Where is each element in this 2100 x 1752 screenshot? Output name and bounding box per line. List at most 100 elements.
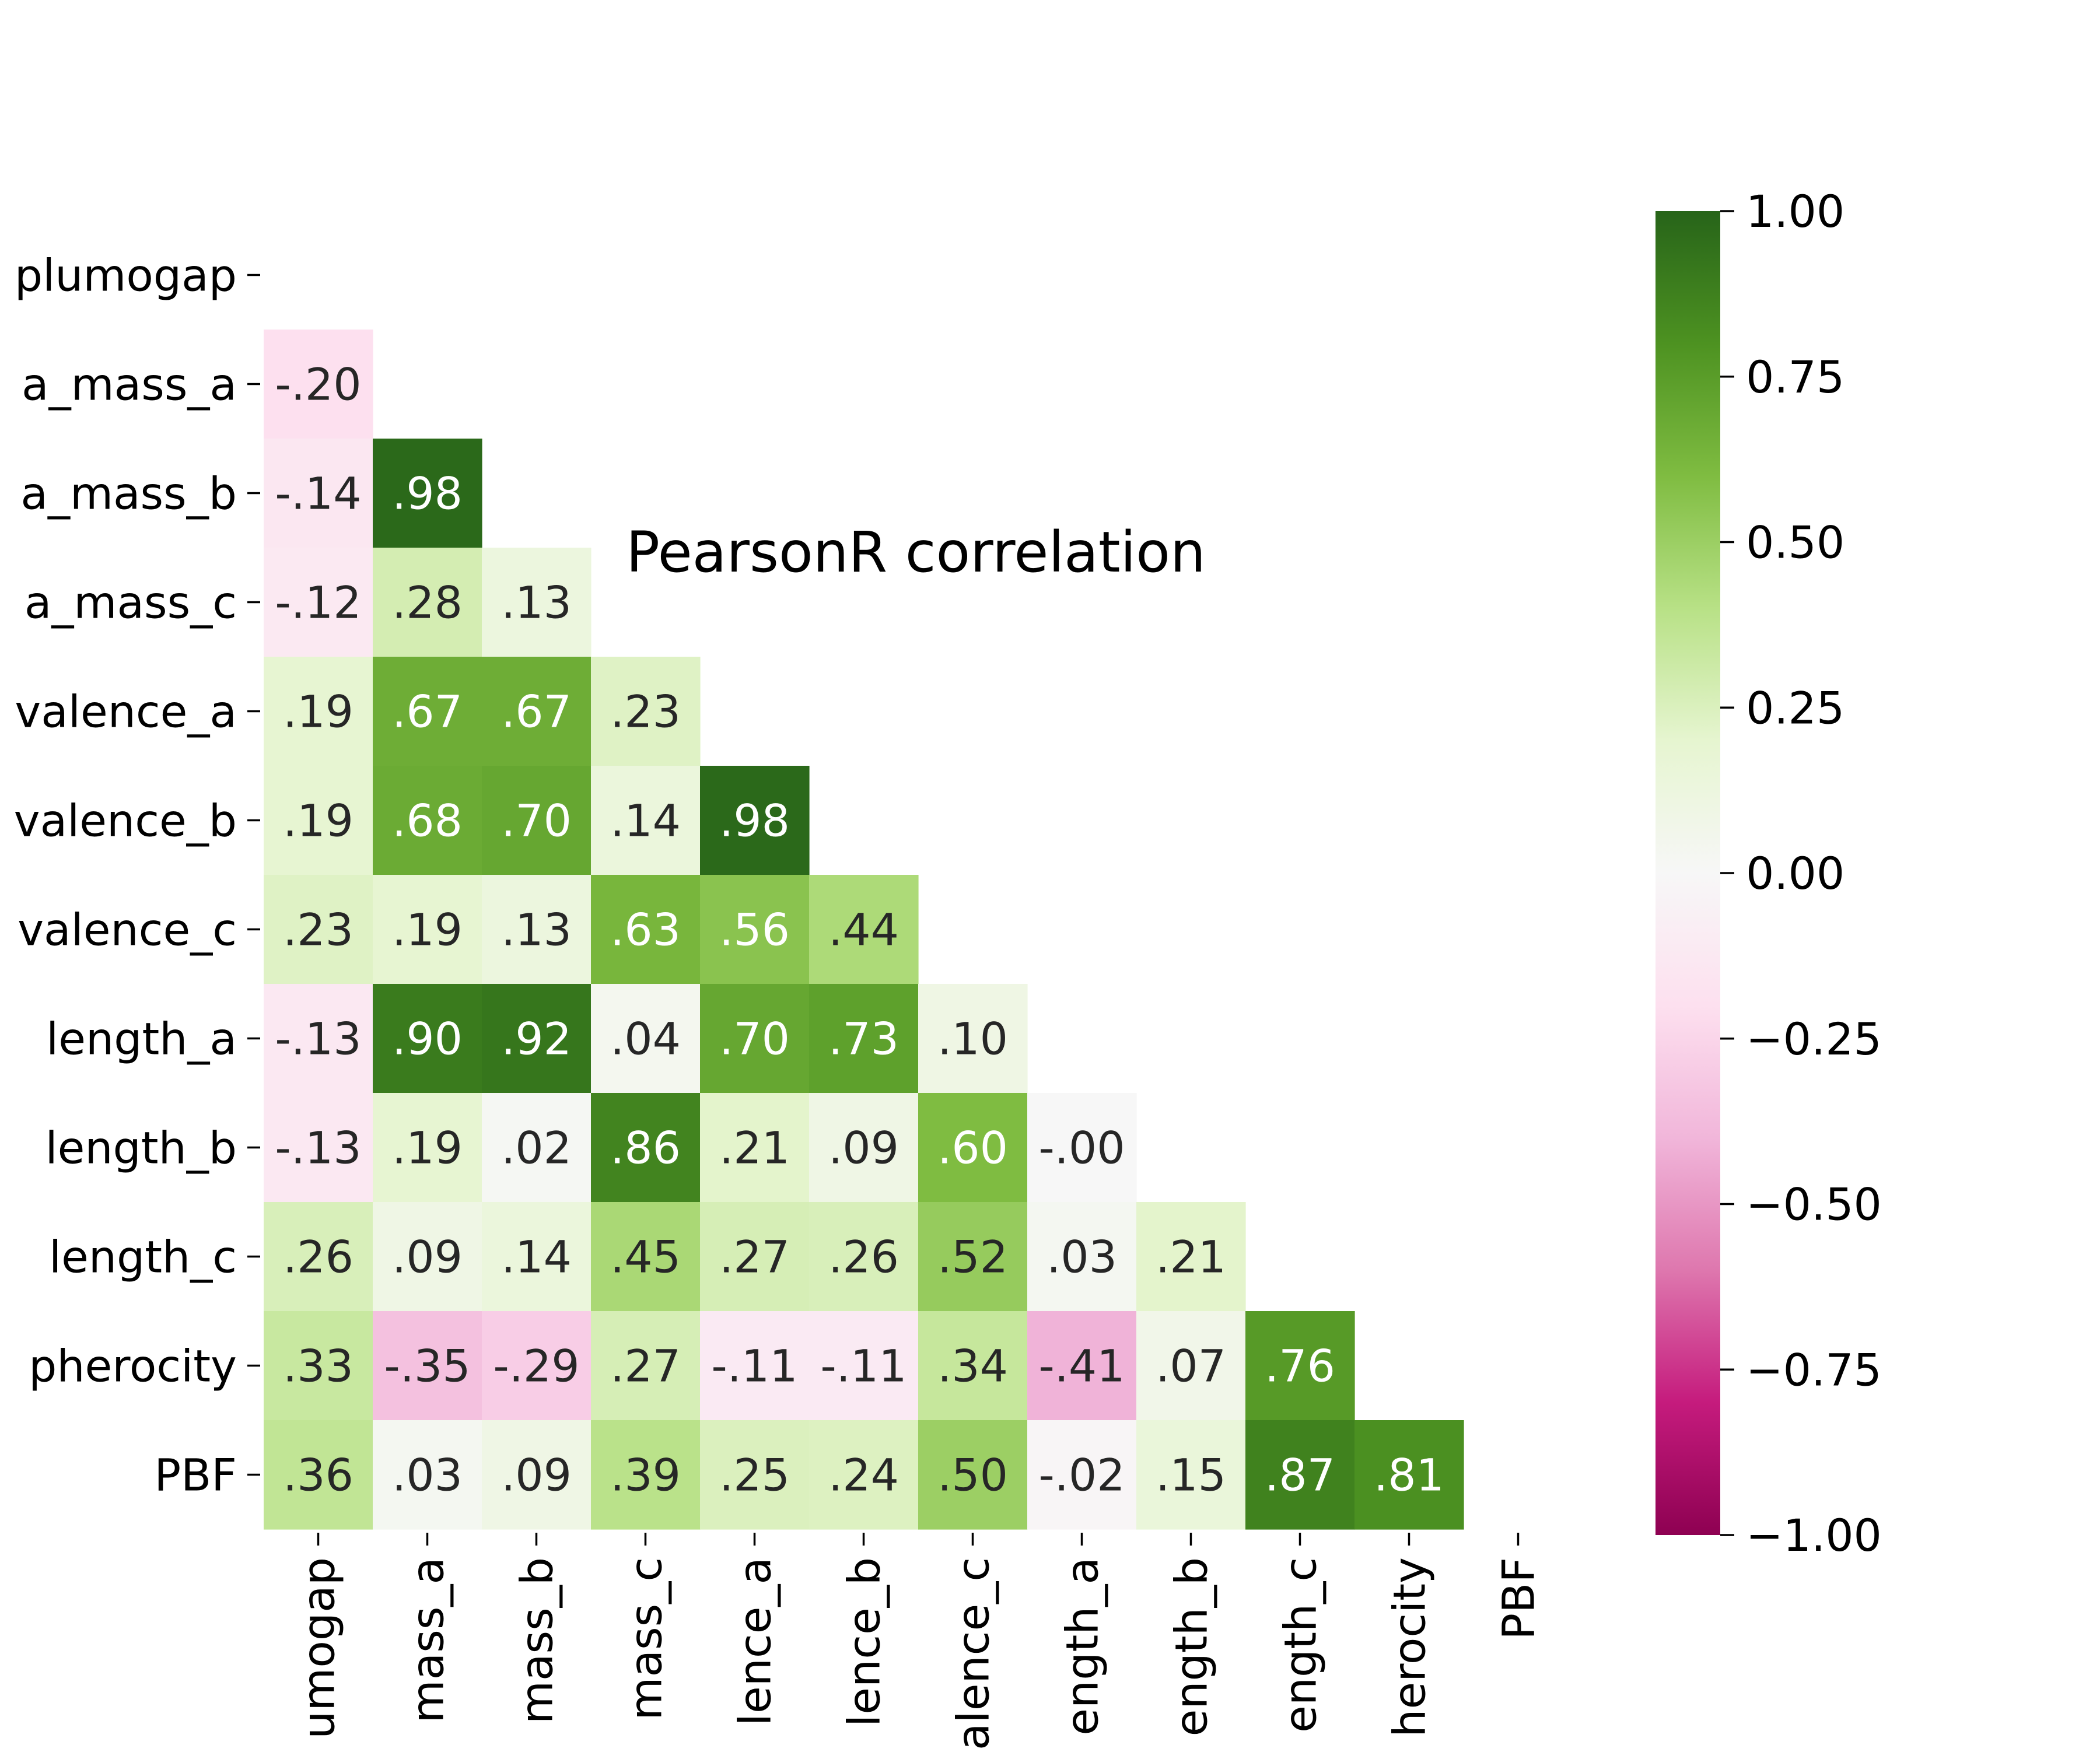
heatmap-cell bbox=[482, 1311, 592, 1421]
x-tick-label: lence_b bbox=[838, 1557, 890, 1727]
y-tick-label: valence_b bbox=[14, 795, 237, 847]
cell-value-label: -.14 bbox=[275, 468, 361, 520]
cell-value-label: .60 bbox=[937, 1122, 1008, 1174]
heatmap-cell bbox=[809, 1420, 919, 1530]
heatmap-cell bbox=[264, 330, 373, 439]
heatmap-cell bbox=[809, 1311, 919, 1421]
heatmap-cell bbox=[1136, 1311, 1246, 1421]
cell-value-label: .44 bbox=[828, 904, 899, 956]
cell-value-label: .90 bbox=[392, 1013, 463, 1065]
cell-value-label: -.12 bbox=[275, 577, 361, 629]
heatmap-cell bbox=[700, 1202, 810, 1312]
heatmap-cell bbox=[264, 548, 373, 657]
heatmap-cell bbox=[1027, 1311, 1137, 1421]
heatmap-cell bbox=[264, 1202, 373, 1312]
heatmap-cell bbox=[373, 657, 482, 766]
x-tick-label: ength_c bbox=[1275, 1557, 1326, 1733]
colorbar bbox=[1656, 211, 1720, 1535]
heatmap-cell bbox=[809, 1202, 919, 1312]
heatmap-cell bbox=[591, 1202, 701, 1312]
cell-value-label: -.13 bbox=[275, 1013, 361, 1065]
cell-value-label: .27 bbox=[610, 1340, 681, 1392]
cell-value-label: .28 bbox=[392, 577, 463, 629]
x-tick-label: mass_c bbox=[620, 1557, 672, 1721]
heatmap-cell bbox=[918, 1202, 1028, 1312]
cell-value-label: .67 bbox=[392, 686, 463, 738]
cell-value-label: .76 bbox=[1265, 1340, 1335, 1392]
cell-value-label: .10 bbox=[937, 1013, 1008, 1065]
cell-value-label: -.13 bbox=[275, 1122, 361, 1174]
colorbar-tick-label: −0.75 bbox=[1746, 1344, 1882, 1396]
colorbar-tick-label: 1.00 bbox=[1746, 185, 1845, 237]
heatmap-cell bbox=[591, 1311, 701, 1421]
heatmap-cell bbox=[373, 1420, 482, 1530]
heatmap-cell bbox=[373, 766, 482, 875]
heatmap-cell bbox=[591, 875, 701, 984]
cell-value-label: .92 bbox=[501, 1013, 572, 1065]
heatmap-cell bbox=[809, 875, 919, 984]
heatmap-cell bbox=[700, 1311, 810, 1421]
cell-value-label: .87 bbox=[1265, 1449, 1335, 1501]
y-tick-label: length_b bbox=[46, 1122, 237, 1174]
x-tick-label: ength_b bbox=[1166, 1557, 1217, 1736]
cell-value-label: -.02 bbox=[1038, 1449, 1125, 1501]
heatmap-cell bbox=[482, 1093, 592, 1203]
cell-value-label: .98 bbox=[392, 468, 463, 520]
x-tick-label: ength_a bbox=[1056, 1557, 1108, 1736]
cell-value-label: .21 bbox=[1156, 1231, 1226, 1283]
cell-value-label: .34 bbox=[937, 1340, 1008, 1392]
cell-value-label: .26 bbox=[828, 1231, 899, 1283]
cell-value-label: -.20 bbox=[275, 359, 361, 411]
cell-value-label: .52 bbox=[937, 1231, 1008, 1283]
cell-value-label: -.11 bbox=[711, 1340, 797, 1392]
heatmap-cell bbox=[1354, 1420, 1464, 1530]
cell-value-label: .98 bbox=[719, 795, 790, 847]
heatmap-cell bbox=[1136, 1420, 1246, 1530]
cell-value-label: .19 bbox=[392, 904, 463, 956]
heatmap-cell bbox=[700, 984, 810, 1094]
y-tick-label: a_mass_c bbox=[24, 577, 237, 629]
x-tick-label: umogap bbox=[293, 1557, 345, 1739]
heatmap-cell bbox=[264, 766, 373, 875]
cell-value-label: .03 bbox=[1046, 1231, 1117, 1283]
heatmap-cell bbox=[482, 548, 592, 657]
heatmap-cell bbox=[1136, 1202, 1246, 1312]
y-tick-label: length_a bbox=[46, 1013, 237, 1065]
heatmap-cell bbox=[591, 1093, 701, 1203]
cell-value-label: .73 bbox=[828, 1013, 899, 1065]
heatmap-cell bbox=[1245, 1420, 1355, 1530]
cell-value-label: .02 bbox=[501, 1122, 572, 1174]
colorbar-tick-label: 0.75 bbox=[1746, 351, 1845, 403]
heatmap-cell bbox=[264, 439, 373, 548]
heatmap-cell bbox=[373, 1202, 482, 1312]
heatmap-cell bbox=[373, 439, 482, 548]
cell-value-label: .14 bbox=[501, 1231, 572, 1283]
x-tick-label: mass_a bbox=[402, 1557, 454, 1723]
colorbar-tick-label: 0.50 bbox=[1746, 517, 1845, 569]
heatmap-cell bbox=[373, 548, 482, 657]
x-tick-label: mass_b bbox=[511, 1557, 563, 1724]
cell-value-label: .70 bbox=[719, 1013, 790, 1065]
cell-value-label: .19 bbox=[283, 686, 354, 738]
cell-value-label: -.29 bbox=[493, 1340, 579, 1392]
y-tick-label: pherocity bbox=[29, 1340, 237, 1392]
heatmap-cell bbox=[1027, 1420, 1137, 1530]
heatmap-cell bbox=[809, 984, 919, 1094]
cell-value-label: .67 bbox=[501, 686, 572, 738]
cell-value-label: .09 bbox=[828, 1122, 899, 1174]
cell-value-label: .63 bbox=[610, 904, 681, 956]
heatmap-cell bbox=[482, 1202, 592, 1312]
heatmap-cell bbox=[373, 1093, 482, 1203]
heatmap-cell bbox=[264, 875, 373, 984]
cell-value-label: .86 bbox=[610, 1122, 681, 1174]
x-tick-label: alence_c bbox=[947, 1557, 999, 1750]
heatmap-cell bbox=[918, 1311, 1028, 1421]
y-tick-label: PBF bbox=[154, 1449, 237, 1501]
cell-value-label: .15 bbox=[1156, 1449, 1226, 1501]
cell-value-label: .25 bbox=[719, 1449, 790, 1501]
heatmap-cell bbox=[482, 657, 592, 766]
cell-value-label: .21 bbox=[719, 1122, 790, 1174]
heatmap-cell bbox=[1027, 1202, 1137, 1312]
y-tick-label: length_c bbox=[49, 1231, 237, 1283]
